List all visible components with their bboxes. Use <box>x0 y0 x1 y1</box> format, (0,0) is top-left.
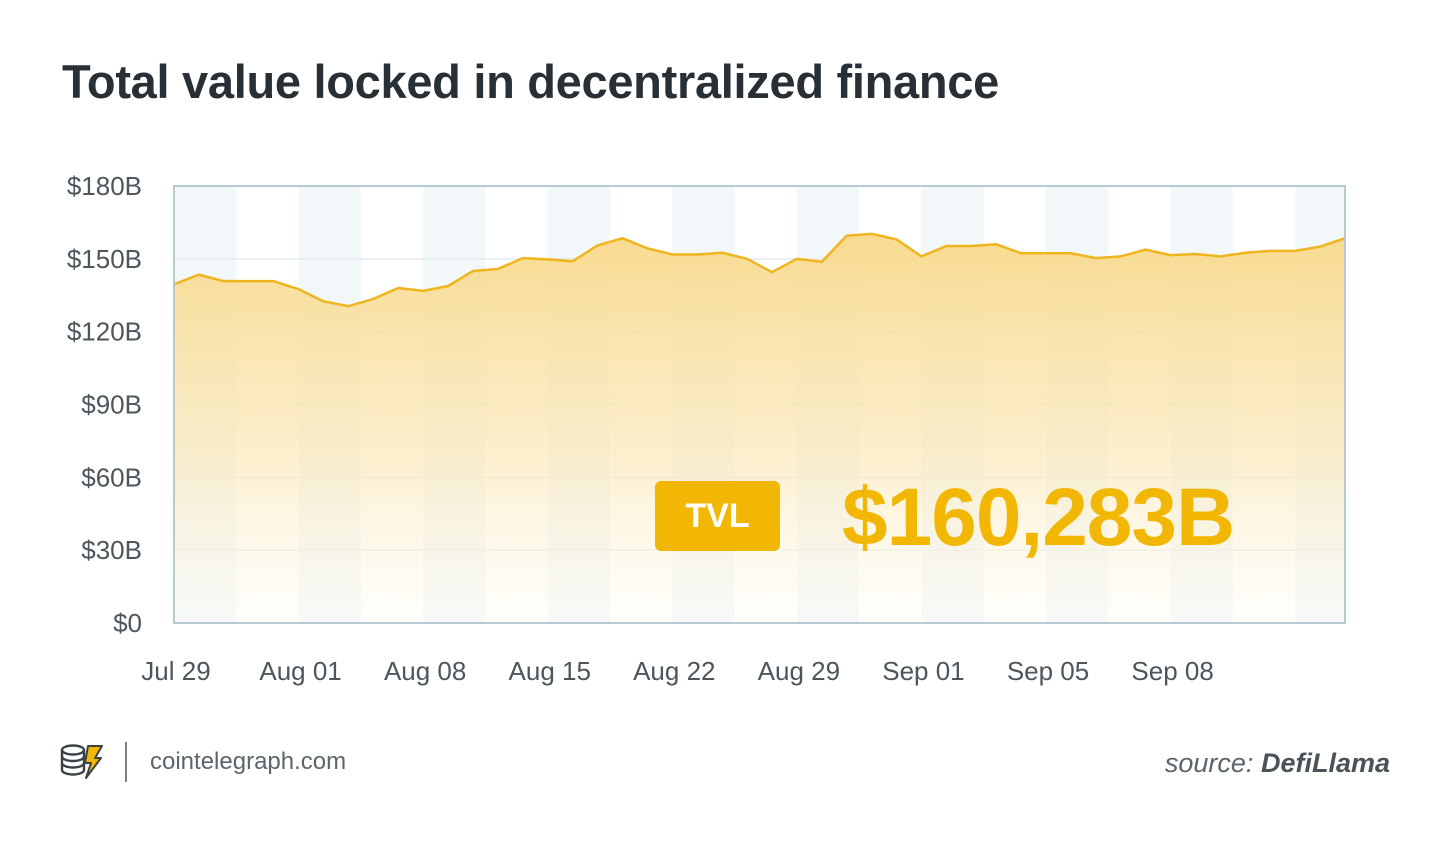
cointelegraph-coins-lightning-icon <box>60 744 103 779</box>
y-tick-label: $120B <box>67 317 142 347</box>
footer-divider <box>125 742 127 782</box>
tvl-area-fill <box>174 233 1345 624</box>
chart-title: Total value locked in decentralized fina… <box>62 55 999 108</box>
footer-site: cointelegraph.com <box>150 748 347 775</box>
tvl-value: $160,283B <box>842 472 1235 563</box>
y-tick-label: $180B <box>67 171 142 201</box>
x-tick-label: Aug 29 <box>758 656 840 686</box>
y-tick-label: $150B <box>67 244 142 274</box>
y-tick-label: $30B <box>81 535 142 565</box>
x-tick-label: Aug 22 <box>633 656 715 686</box>
x-tick-label: Aug 08 <box>384 656 466 686</box>
y-tick-label: $0 <box>113 608 142 638</box>
x-axis-ticks: Jul 29 Aug 01 Aug 08 Aug 15 Aug 22 Aug 29 Sep … <box>141 656 1213 686</box>
y-tick-label: $60B <box>81 462 142 492</box>
footer-source: source: DefiLlama <box>1165 748 1390 779</box>
plot-frame <box>173 185 1346 624</box>
tvl-badge: TVL <box>655 481 780 551</box>
source-name: DefiLlama <box>1260 748 1390 778</box>
x-tick-label: Aug 15 <box>509 656 591 686</box>
x-tick-label: Aug 01 <box>259 656 341 686</box>
y-axis-ticks: $0 $30B $60B $90B $120B $150B $180B <box>67 171 142 638</box>
x-tick-label: Sep 08 <box>1131 656 1213 686</box>
tvl-line <box>173 232 1346 308</box>
x-tick-label: Sep 01 <box>882 656 964 686</box>
x-tick-label: Sep 05 <box>1007 656 1089 686</box>
x-tick-label: Jul 29 <box>141 656 210 686</box>
y-tick-label: $90B <box>81 390 142 420</box>
source-prefix: source: <box>1164 748 1254 778</box>
